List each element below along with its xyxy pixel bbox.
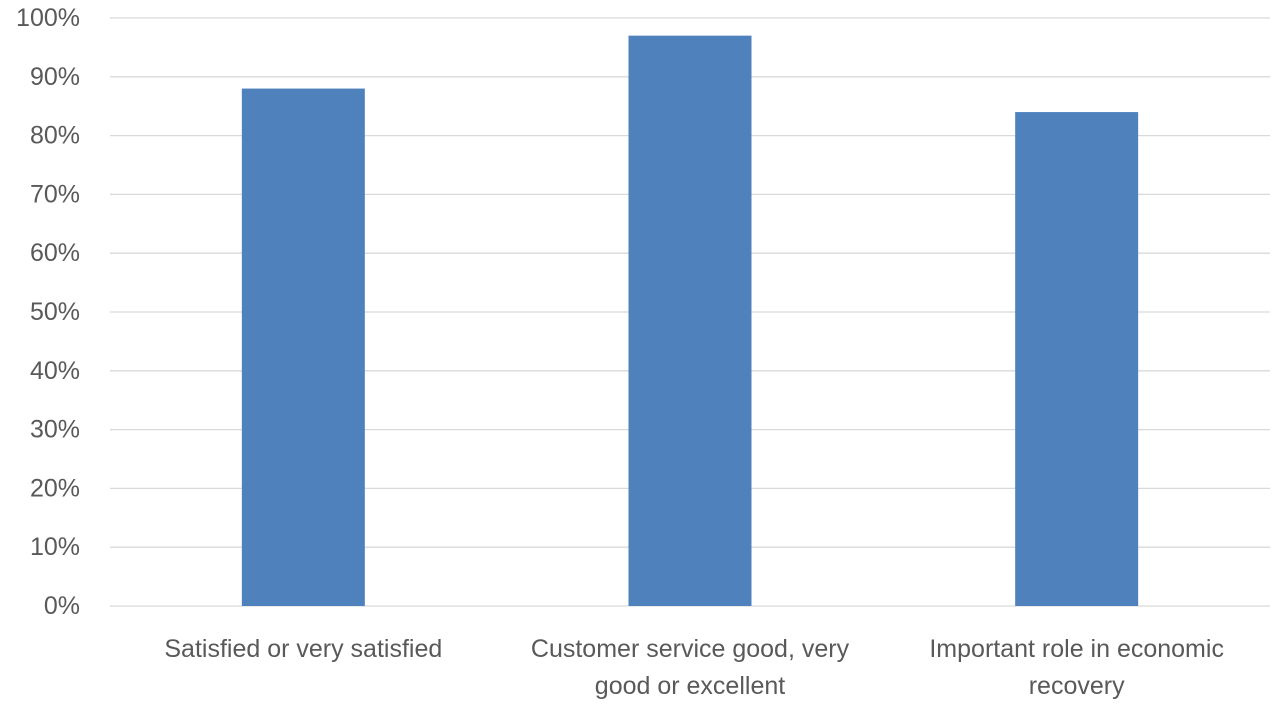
y-tick-label-70: 70% (30, 180, 80, 208)
y-tick-label-20: 20% (30, 474, 80, 502)
x-axis-labels: Satisfied or very satisfied Customer serv… (164, 635, 1224, 700)
bar-2 (628, 35, 752, 606)
bars (241, 35, 1139, 606)
y-tick-label-30: 30% (30, 416, 80, 444)
y-axis-ticks: 0% 10% 20% 30% 40% 50% 60% 70% 80% 90% 100% (16, 4, 80, 620)
bar-1 (241, 88, 365, 606)
x-tick-label-3-line-2: recovery (1029, 672, 1125, 700)
y-tick-label-60: 60% (30, 239, 80, 267)
y-tick-label-100: 100% (16, 4, 80, 32)
y-tick-label-0: 0% (44, 592, 80, 620)
x-tick-label-2-line-2: good or excellent (595, 672, 785, 700)
y-tick-label-50: 50% (30, 298, 80, 326)
y-tick-label-80: 80% (30, 122, 80, 150)
x-tick-label-2-line-1: Customer service good, very (531, 635, 850, 663)
x-tick-label-1: Satisfied or very satisfied (164, 635, 442, 663)
y-tick-label-10: 10% (30, 533, 80, 561)
x-tick-label-3-line-1: Important role in economic (929, 635, 1224, 663)
bar-3 (1015, 112, 1139, 606)
y-tick-label-40: 40% (30, 357, 80, 385)
x-tick-label-1-line-1: Satisfied or very satisfied (164, 635, 442, 663)
x-tick-label-2: Customer service good, very good or excel… (531, 635, 850, 700)
y-tick-label-90: 90% (30, 63, 80, 91)
x-tick-label-3: Important role in economic recovery (929, 635, 1224, 700)
